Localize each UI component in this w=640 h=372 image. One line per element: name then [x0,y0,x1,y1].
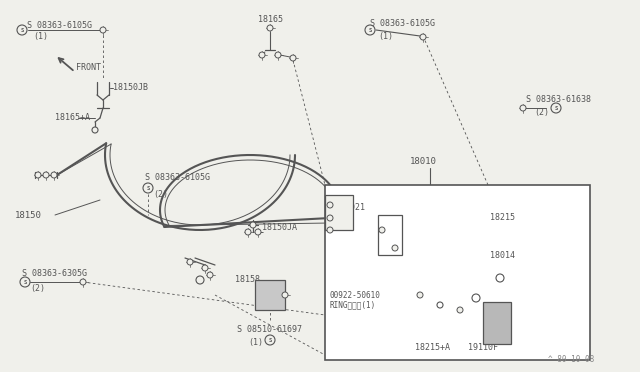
Circle shape [327,215,333,221]
Circle shape [392,245,398,251]
Circle shape [457,307,463,313]
Circle shape [551,103,561,113]
Text: (1): (1) [248,337,263,346]
Circle shape [92,127,98,133]
Circle shape [472,294,480,302]
Text: S 08363-6305G: S 08363-6305G [22,269,87,278]
Text: 18014: 18014 [490,250,515,260]
Text: S: S [147,186,150,190]
Circle shape [43,172,49,178]
Circle shape [265,335,275,345]
Circle shape [196,276,204,284]
Circle shape [51,172,57,178]
Text: 18150JC: 18150JC [356,208,391,218]
Text: ^ 80 10 08: ^ 80 10 08 [548,356,595,365]
Bar [255,280,285,310]
Circle shape [143,183,153,193]
Circle shape [417,292,423,298]
Circle shape [259,52,265,58]
Circle shape [245,229,251,235]
Circle shape [327,227,333,233]
Bar [325,195,353,230]
Text: (1): (1) [33,32,48,42]
Text: S 08363-6105G: S 08363-6105G [145,173,210,183]
Text: 18158: 18158 [235,276,260,285]
Text: 18010: 18010 [410,157,437,167]
Text: 18021: 18021 [340,202,365,212]
Text: 18165+A: 18165+A [55,113,90,122]
Circle shape [100,27,106,33]
Circle shape [250,222,256,228]
Text: FRONT: FRONT [76,64,101,73]
Circle shape [437,302,443,308]
Text: S 08363-6105G: S 08363-6105G [370,19,435,29]
Circle shape [267,25,273,31]
Circle shape [202,265,208,271]
Text: S: S [268,337,271,343]
Text: (2): (2) [30,285,45,294]
Circle shape [290,55,296,61]
Text: S 08510-61697: S 08510-61697 [237,326,302,334]
Bar [378,215,402,255]
Text: S: S [24,279,27,285]
Text: S 08363-6105G: S 08363-6105G [27,22,92,31]
Circle shape [379,227,385,233]
Text: 18150: 18150 [15,211,42,219]
Text: 00922-50610: 00922-50610 [330,291,381,299]
Circle shape [496,274,504,282]
Text: 18150JB: 18150JB [113,83,148,93]
Circle shape [365,25,375,35]
Text: S: S [20,28,24,32]
Circle shape [80,279,86,285]
Text: 18215: 18215 [490,212,515,221]
Text: 18215+A: 18215+A [415,343,450,353]
Text: 18150JA: 18150JA [262,224,297,232]
Circle shape [20,277,30,287]
Circle shape [17,25,27,35]
Circle shape [187,259,193,265]
Circle shape [207,272,213,278]
Circle shape [35,172,41,178]
Text: 19110F: 19110F [468,343,498,353]
Text: (2): (2) [534,108,549,116]
Text: S: S [554,106,557,110]
Text: 18165: 18165 [258,16,283,25]
Text: RINGリング(1): RINGリング(1) [330,301,376,310]
Text: (1): (1) [378,32,393,42]
Circle shape [255,229,261,235]
Circle shape [282,292,288,298]
Circle shape [520,105,526,111]
Bar [325,185,590,360]
Text: (2): (2) [153,189,168,199]
Circle shape [327,202,333,208]
Circle shape [420,34,426,40]
Text: S: S [369,28,372,32]
Text: S 08363-61638: S 08363-61638 [526,96,591,105]
Bar [483,302,511,344]
Circle shape [275,52,281,58]
